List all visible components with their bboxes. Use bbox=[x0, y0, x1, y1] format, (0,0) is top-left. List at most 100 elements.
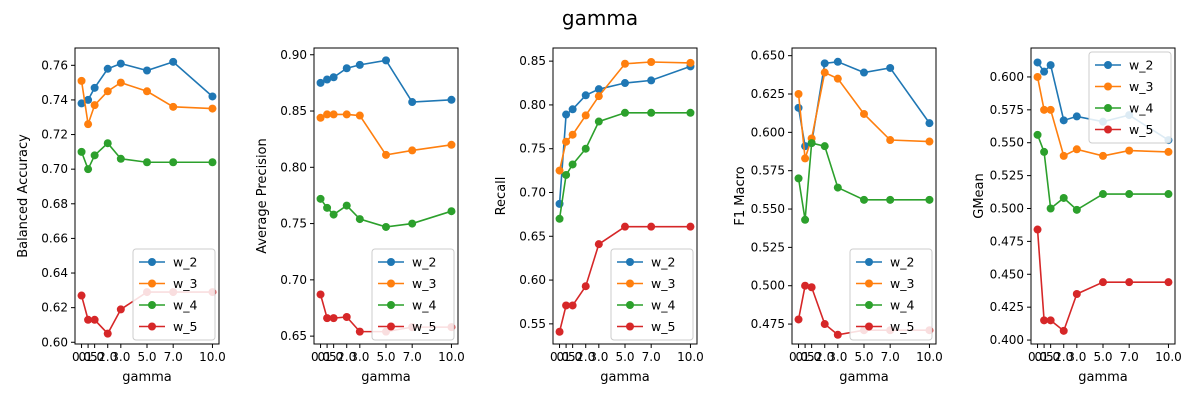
x-tick-label: 3.0 bbox=[828, 350, 847, 364]
data-point-w-4 bbox=[1046, 204, 1055, 213]
y-tick-label: 0.55 bbox=[519, 317, 546, 331]
data-point-w-3 bbox=[1099, 151, 1107, 160]
x-tick-label: 3.0 bbox=[111, 350, 130, 364]
data-point-w-5 bbox=[77, 291, 86, 300]
legend-swatch-marker bbox=[626, 322, 634, 331]
legend: w_2 w_3 w_4 w_5 bbox=[1088, 51, 1172, 144]
chart-panel-4: 0.475 0.500 0.525 0.550 0.575 0.600 0.625 0.650… bbox=[733, 47, 943, 385]
data-point-w-3 bbox=[323, 110, 332, 119]
data-point-w-4 bbox=[382, 222, 390, 231]
data-point-w-2 bbox=[647, 76, 656, 85]
legend-label: w_4 bbox=[412, 298, 436, 313]
data-point-w-2 bbox=[860, 68, 868, 77]
x-tick-label: 2.0 bbox=[1054, 350, 1073, 364]
data-point-w-4 bbox=[169, 158, 178, 167]
data-point-w-3 bbox=[581, 111, 590, 120]
data-point-w-5 bbox=[621, 222, 629, 231]
x-tick-label: 3.0 bbox=[350, 350, 369, 364]
data-point-w-5 bbox=[1059, 326, 1068, 335]
data-point-w-4 bbox=[103, 139, 112, 148]
y-tick-label: 0.550 bbox=[990, 136, 1024, 150]
y-tick-label: 0.550 bbox=[751, 202, 785, 216]
legend-label: w_4 bbox=[890, 298, 914, 313]
data-point-w-2 bbox=[820, 59, 829, 68]
legend-label: w_2 bbox=[1129, 58, 1153, 73]
x-tick-label: 10.0 bbox=[199, 350, 226, 364]
data-point-w-2 bbox=[103, 64, 112, 73]
data-point-w-2 bbox=[621, 79, 629, 88]
data-point-w-4 bbox=[820, 142, 829, 151]
data-point-w-5 bbox=[562, 301, 571, 310]
data-point-w-2 bbox=[794, 103, 803, 112]
legend-swatch-marker bbox=[626, 279, 634, 288]
data-point-w-2 bbox=[886, 63, 895, 72]
legend-label: w_2 bbox=[651, 255, 675, 270]
data-point-w-4 bbox=[1059, 193, 1068, 202]
x-tick-label: 2.0 bbox=[576, 350, 595, 364]
data-point-w-3 bbox=[555, 166, 564, 175]
legend-box bbox=[849, 248, 933, 341]
legend-label: w_2 bbox=[412, 255, 436, 270]
legend-swatch-marker bbox=[1104, 61, 1112, 69]
data-point-w-3 bbox=[342, 110, 351, 119]
y-tick-label: 0.90 bbox=[280, 48, 307, 62]
data-point-w-5 bbox=[794, 315, 803, 324]
y-tick-label: 0.75 bbox=[280, 217, 307, 231]
data-point-w-5 bbox=[84, 315, 93, 324]
x-tick-label: 7.0 bbox=[403, 350, 422, 364]
x-tick-label: 1.0 bbox=[802, 350, 821, 364]
legend-swatch-marker bbox=[387, 279, 395, 288]
data-point-w-3 bbox=[1164, 147, 1173, 156]
data-point-w-3 bbox=[1046, 105, 1055, 114]
data-point-w-3 bbox=[316, 113, 325, 122]
x-tick-label: 10.0 bbox=[1155, 350, 1182, 364]
y-tick-label: 0.500 bbox=[751, 279, 785, 293]
data-point-w-3 bbox=[1040, 105, 1049, 114]
y-axis-label: Recall bbox=[494, 177, 509, 216]
data-point-w-2 bbox=[342, 64, 351, 73]
chart-panel-5: 0.400 0.425 0.450 0.475 0.500 0.525 0.550 0.575… bbox=[972, 47, 1182, 385]
data-point-w-4 bbox=[84, 165, 93, 174]
legend-swatch-marker bbox=[865, 301, 873, 309]
y-tick-label: 0.75 bbox=[519, 142, 546, 156]
x-tick-label: 0.0 bbox=[72, 350, 91, 364]
data-point-w-3 bbox=[1033, 72, 1042, 81]
data-point-w-4 bbox=[562, 170, 571, 179]
data-point-w-4 bbox=[568, 160, 577, 169]
data-point-w-3 bbox=[77, 76, 86, 85]
series-line-w-4 bbox=[1036, 134, 1169, 211]
legend-swatch-marker bbox=[148, 258, 156, 266]
legend-swatch-marker bbox=[1104, 125, 1112, 134]
x-axis-label: gamma bbox=[122, 370, 172, 385]
data-point-w-2 bbox=[143, 66, 151, 75]
legend-label: w_5 bbox=[651, 319, 675, 334]
data-point-w-5 bbox=[647, 222, 656, 231]
y-tick-label: 0.85 bbox=[519, 54, 546, 68]
y-tick-label: 0.450 bbox=[990, 267, 1024, 281]
data-point-w-3 bbox=[801, 154, 810, 163]
data-point-w-4 bbox=[807, 139, 816, 148]
series-line-w-4 bbox=[558, 112, 691, 219]
data-point-w-5 bbox=[581, 282, 590, 291]
y-tick-label: 0.85 bbox=[280, 104, 307, 118]
data-point-w-2 bbox=[355, 60, 364, 69]
x-tick-label: 0.0 bbox=[789, 350, 808, 364]
x-tick-label: 3.0 bbox=[589, 350, 608, 364]
data-point-w-3 bbox=[408, 146, 417, 155]
data-point-w-4 bbox=[1164, 190, 1173, 199]
legend: w_2 w_3 w_4 w_5 bbox=[610, 248, 694, 341]
data-point-w-4 bbox=[77, 147, 86, 156]
data-point-w-2 bbox=[1040, 67, 1049, 76]
y-tick-label: 0.600 bbox=[990, 70, 1024, 84]
data-point-w-2 bbox=[1046, 61, 1055, 70]
data-point-w-3 bbox=[1059, 151, 1068, 160]
data-point-w-4 bbox=[594, 117, 603, 126]
legend-label: w_5 bbox=[412, 319, 436, 334]
data-point-w-3 bbox=[647, 58, 656, 67]
data-point-w-2 bbox=[116, 59, 125, 68]
x-tick-label: 0.5 bbox=[79, 350, 98, 364]
data-point-w-5 bbox=[323, 314, 332, 323]
data-point-w-4 bbox=[621, 108, 629, 117]
y-axis-label: F1 Macro bbox=[733, 166, 748, 225]
legend-label: w_5 bbox=[890, 319, 914, 334]
